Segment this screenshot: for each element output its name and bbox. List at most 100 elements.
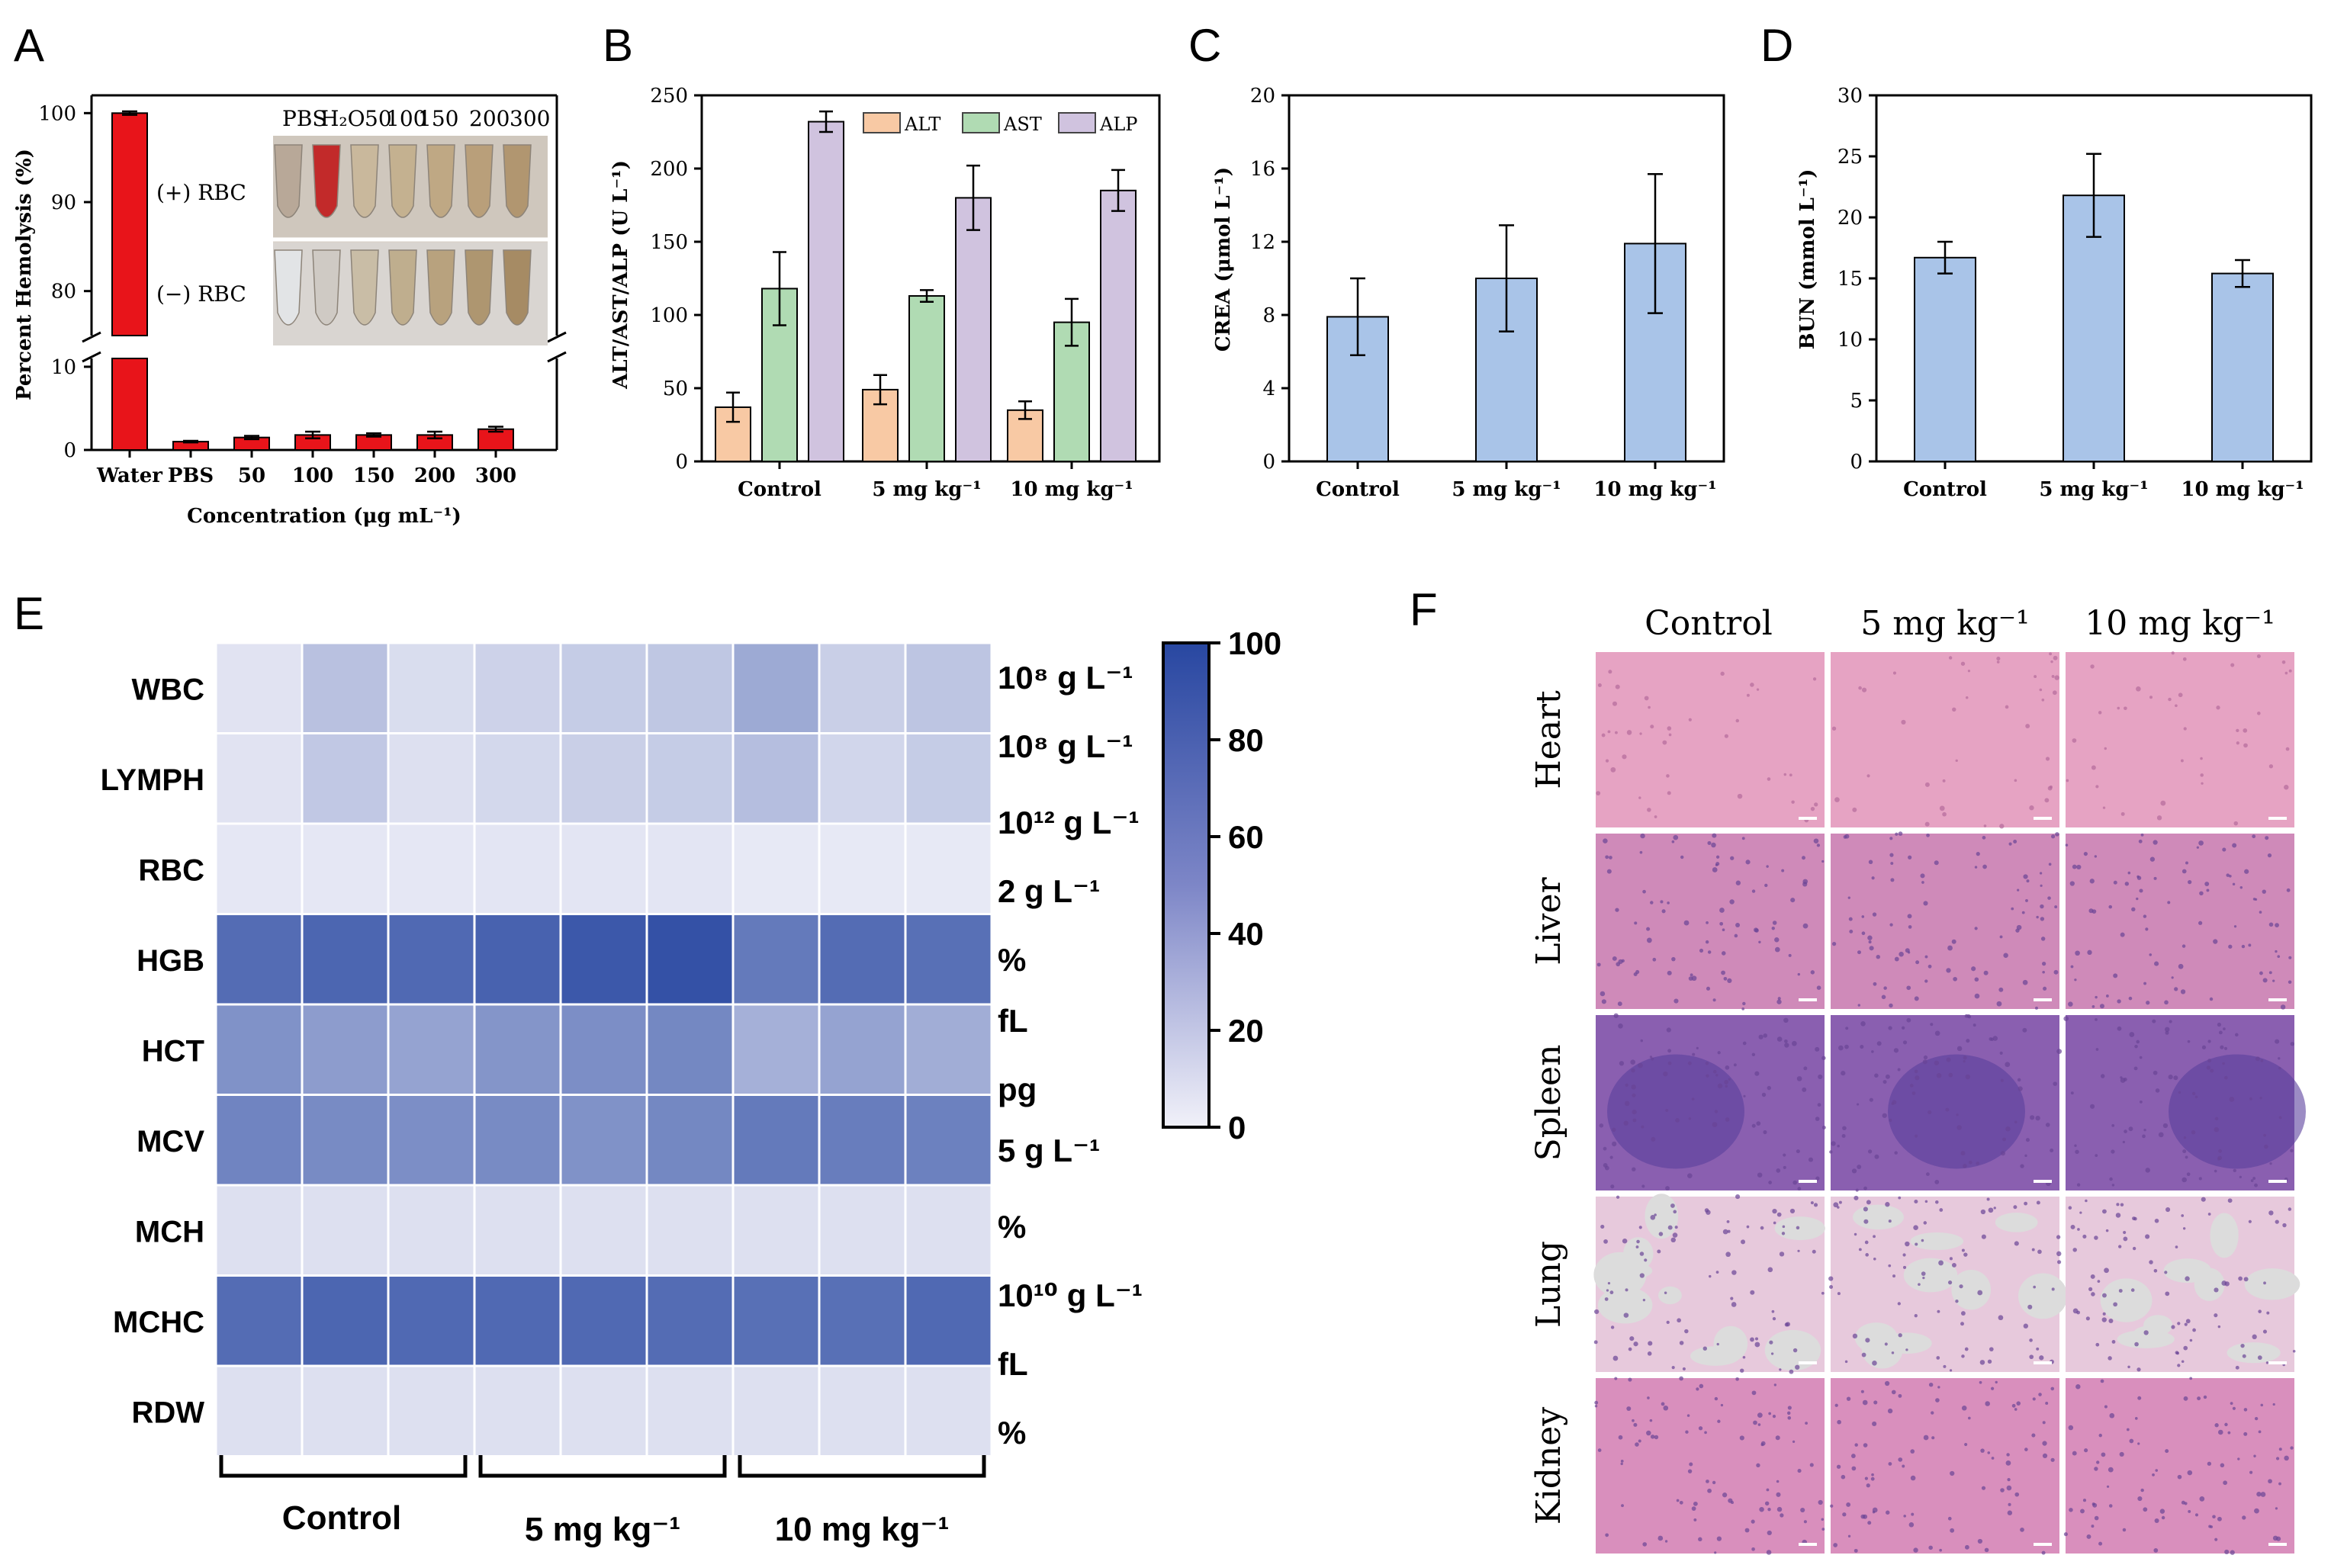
nucleus-dot-4-1-29	[1870, 1476, 1875, 1481]
nucleus-dot-2-2-64	[2111, 1149, 2115, 1154]
nucleus-dot-0-0-8	[1605, 759, 1609, 763]
heatmap-cell-rdw-6	[731, 1364, 821, 1457]
nucleus-dot-1-1-72	[2040, 917, 2045, 921]
nucleus-dot-1-1-78	[1926, 833, 1930, 837]
nucleus-dot-3-0-46	[1606, 1289, 1609, 1292]
nucleus-dot-1-1-70	[2022, 979, 2028, 985]
heatmap-cell-rbc-0	[214, 822, 304, 915]
nucleus-dot-0-0-36	[1812, 677, 1817, 681]
nucleus-dot-0-0-38	[1724, 734, 1728, 738]
unit-label-4: %	[998, 942, 1026, 978]
a-ytick-label-100: 100	[38, 102, 76, 125]
nucleus-dot-4-0-61	[1605, 1533, 1609, 1537]
nucleus-dot-0-2-9	[2284, 671, 2288, 675]
nucleus-dot-2-2-84	[2187, 1039, 2191, 1043]
nucleus-dot-2-0-15	[1776, 1168, 1781, 1173]
nucleus-dot-4-0-54	[1698, 1537, 1702, 1542]
nucleus-dot-4-0-76	[1699, 1383, 1704, 1389]
nucleus-dot-2-0-39	[1802, 1087, 1807, 1092]
nucleus-dot-2-0-16	[1808, 1157, 1814, 1162]
nucleus-dot-4-1-51	[1961, 1405, 1967, 1411]
lung-alveolus-2-1	[2244, 1268, 2300, 1300]
nucleus-dot-0-1-19	[1901, 719, 1906, 725]
nucleus-dot-4-2-86	[2243, 1431, 2248, 1436]
nucleus-dot-4-1-55	[1854, 1443, 1858, 1447]
nucleus-dot-1-0-31	[1821, 860, 1825, 863]
nucleus-dot-1-2-63	[2139, 888, 2143, 893]
nucleus-dot-4-1-8	[1902, 1464, 1905, 1468]
nucleus-dot-4-1-25	[1847, 1534, 1851, 1537]
heatmap-cells	[214, 641, 993, 1457]
nucleus-dot-4-1-11	[2042, 1421, 2046, 1425]
lung-alveolus-1-3	[1995, 1212, 2038, 1232]
nucleus-dot-3-2-28	[2282, 1223, 2287, 1228]
nucleus-dot-0-0-24	[1610, 766, 1616, 773]
nucleus-dot-1-1-0	[1924, 955, 1928, 959]
nucleus-dot-4-0-10	[1766, 1488, 1770, 1492]
nucleus-dot-2-0-19	[1712, 1122, 1718, 1127]
nucleus-dot-2-0-50	[1610, 1184, 1615, 1189]
nucleus-dot-2-1-89	[1876, 1041, 1882, 1046]
lung-alveolus-0-4	[1645, 1194, 1679, 1239]
column-label-control: Control	[1645, 604, 1773, 643]
nucleus-dot-2-1-11	[1936, 1073, 1942, 1078]
b-ytick-label-100: 100	[650, 304, 688, 327]
nucleus-dot-1-2-30	[2095, 995, 2098, 999]
tissue-label-lung: Lung	[1529, 1241, 1568, 1328]
nucleus-dot-1-0-54	[1646, 927, 1651, 931]
nucleus-dot-2-0-66	[1696, 1046, 1699, 1049]
nucleus-dot-1-2-75	[2136, 876, 2142, 880]
nucleus-dot-1-2-52	[2181, 944, 2186, 948]
nucleus-dot-3-2-7	[2268, 1210, 2274, 1216]
nucleus-dot-3-1-38	[1863, 1219, 1869, 1224]
nucleus-dot-3-2-16	[2189, 1338, 2193, 1342]
nucleus-dot-2-2-38	[2117, 1026, 2122, 1031]
b-bar-alp-0	[808, 120, 844, 462]
nucleus-dot-2-1-75	[1934, 1030, 1940, 1036]
nucleus-dot-3-0-83	[1654, 1213, 1657, 1216]
heatmap-cell-wbc-0	[214, 641, 304, 734]
nucleus-dot-2-1-9	[1923, 1055, 1928, 1060]
nucleus-dot-2-0-68	[1783, 1153, 1786, 1157]
nucleus-dot-1-1-55	[1923, 901, 1928, 906]
nucleus-dot-3-2-82	[2102, 1209, 2107, 1214]
nucleus-dot-2-2-74	[2278, 1057, 2281, 1060]
nucleus-dot-4-1-49	[1937, 1386, 1940, 1389]
heatmap-cell-hgb-1	[301, 913, 390, 1006]
tube-top-0	[274, 144, 303, 218]
nucleus-dot-3-0-16	[1797, 1249, 1800, 1252]
nucleus-dot-1-0-55	[1774, 937, 1780, 943]
nucleus-dot-2-0-35	[1603, 1146, 1607, 1151]
colorbar-ticks: 0 20 40 60 80 100	[1209, 625, 1281, 1145]
nucleus-dot-3-0-86	[1677, 1318, 1681, 1323]
nucleus-dot-2-0-85	[1768, 1181, 1773, 1184]
nucleus-dot-1-1-51	[1889, 853, 1894, 857]
nucleus-dot-2-0-14	[1666, 1027, 1671, 1033]
nucleus-dot-2-2-78	[2278, 1066, 2281, 1070]
nucleus-dot-1-2-48	[2206, 888, 2210, 892]
heatmap-cell-rbc-8	[904, 822, 993, 915]
nucleus-dot-0-2-24	[2257, 712, 2261, 715]
nucleus-dot-3-2-11	[2111, 1340, 2116, 1344]
nucleus-dot-2-1-24	[2030, 1115, 2035, 1120]
nucleus-dot-4-2-10	[2137, 1442, 2140, 1445]
nucleus-dot-3-2-37	[2101, 1317, 2107, 1322]
nucleus-dot-3-1-11	[2027, 1304, 2033, 1309]
nucleus-dot-3-2-75	[2076, 1310, 2081, 1315]
nucleus-dot-3-0-10	[1731, 1302, 1737, 1307]
nucleus-dot-0-1-22	[2034, 675, 2037, 679]
c-xtick-label-1: 5 mg kg⁻¹	[1452, 478, 1561, 501]
heatmap-cell-mch-3	[473, 1184, 562, 1277]
nucleus-dot-2-1-57	[1891, 1102, 1895, 1105]
nucleus-dot-3-1-20	[1863, 1207, 1868, 1212]
nucleus-dot-2-0-48	[1733, 1063, 1737, 1067]
nucleus-dot-2-2-24	[2239, 1175, 2242, 1178]
nucleus-dot-1-0-67	[1751, 889, 1756, 893]
nucleus-dot-2-2-79	[2168, 1075, 2173, 1080]
nucleus-dot-3-2-83	[2177, 1322, 2181, 1325]
nucleus-dot-4-1-80	[1903, 1515, 1906, 1518]
nucleus-dot-3-1-10	[1865, 1338, 1870, 1343]
nucleus-dot-0-2-25	[2200, 773, 2204, 777]
panel-a: A Percent Hemolysis (%) 0 10 80 90 100 Water P…	[13, 20, 567, 528]
nucleus-dot-3-1-55	[1898, 1196, 1902, 1200]
